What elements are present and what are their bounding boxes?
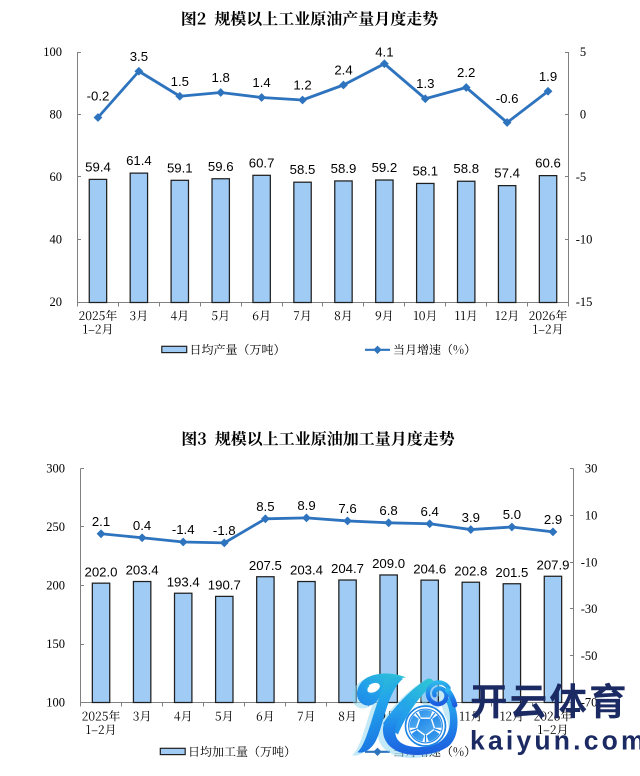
svg-text:-0.2: -0.2 (87, 89, 110, 104)
svg-text:100: 100 (46, 696, 65, 710)
svg-text:3.5: 3.5 (130, 49, 148, 64)
svg-text:202.0: 202.0 (84, 564, 117, 579)
svg-text:1.2: 1.2 (293, 78, 311, 93)
svg-text:-10: -10 (581, 555, 598, 569)
svg-text:80: 80 (50, 108, 63, 122)
svg-text:190.7: 190.7 (208, 578, 241, 593)
svg-text:kaiyun.com: kaiyun.com (470, 726, 640, 756)
svg-text:1.8: 1.8 (212, 70, 230, 85)
svg-text:2.1: 2.1 (92, 514, 110, 529)
svg-text:2.2: 2.2 (457, 65, 475, 80)
svg-text:60: 60 (50, 170, 63, 184)
svg-text:20: 20 (50, 295, 63, 309)
svg-text:5.0: 5.0 (503, 507, 521, 522)
svg-text:10: 10 (585, 509, 598, 523)
svg-text:100: 100 (43, 45, 62, 59)
svg-text:-1.8: -1.8 (213, 523, 236, 538)
svg-text:40: 40 (50, 233, 63, 247)
svg-text:204.7: 204.7 (331, 561, 364, 576)
svg-text:-5: -5 (576, 170, 586, 184)
svg-text:59.6: 59.6 (208, 159, 234, 174)
svg-text:6.4: 6.4 (421, 504, 439, 519)
svg-text:200: 200 (46, 579, 65, 593)
svg-text:6.8: 6.8 (379, 503, 397, 518)
svg-text:5: 5 (580, 45, 586, 59)
svg-text:207.9: 207.9 (536, 558, 569, 573)
svg-text:59.1: 59.1 (167, 160, 193, 175)
svg-text:209.0: 209.0 (372, 556, 405, 571)
svg-text:201.5: 201.5 (495, 565, 528, 580)
svg-text:60.7: 60.7 (249, 155, 275, 170)
svg-text:60.6: 60.6 (535, 156, 561, 171)
svg-text:30: 30 (585, 462, 598, 476)
svg-text:7.6: 7.6 (338, 501, 356, 516)
svg-text:57.4: 57.4 (494, 166, 520, 181)
svg-text:203.4: 203.4 (126, 563, 159, 578)
svg-text:58.5: 58.5 (290, 162, 316, 177)
svg-text:1.4: 1.4 (252, 75, 270, 90)
svg-text:-50: -50 (581, 649, 598, 663)
svg-text:-1.4: -1.4 (172, 522, 195, 537)
svg-text:2.9: 2.9 (544, 512, 562, 527)
svg-text:61.4: 61.4 (126, 153, 152, 168)
svg-text:-15: -15 (576, 295, 593, 309)
svg-text:203.4: 203.4 (290, 563, 323, 578)
svg-text:8.5: 8.5 (256, 499, 274, 514)
svg-text:8.9: 8.9 (297, 498, 315, 513)
svg-text:193.4: 193.4 (167, 574, 200, 589)
svg-text:202.8: 202.8 (454, 563, 487, 578)
svg-text:-0.6: -0.6 (496, 91, 519, 106)
svg-text:300: 300 (46, 462, 65, 476)
svg-text:0.4: 0.4 (133, 518, 151, 533)
svg-text:58.9: 58.9 (331, 161, 357, 176)
svg-text:207.5: 207.5 (249, 558, 282, 573)
svg-text:150: 150 (46, 637, 65, 651)
svg-text:59.4: 59.4 (85, 159, 111, 174)
svg-text:250: 250 (46, 520, 65, 534)
svg-text:1.5: 1.5 (171, 74, 189, 89)
svg-text:3.9: 3.9 (462, 510, 480, 525)
svg-text:-70: -70 (581, 696, 598, 710)
svg-text:58.8: 58.8 (453, 161, 479, 176)
svg-text:2.4: 2.4 (334, 63, 352, 78)
svg-text:-30: -30 (581, 602, 598, 616)
svg-text:4.1: 4.1 (375, 44, 393, 59)
svg-text:0: 0 (580, 108, 586, 122)
svg-text:1.9: 1.9 (539, 69, 557, 84)
svg-text:204.6: 204.6 (413, 561, 446, 576)
svg-text:59.2: 59.2 (372, 160, 398, 175)
svg-text:1.3: 1.3 (416, 76, 434, 91)
svg-text:-10: -10 (576, 233, 593, 247)
svg-text:58.1: 58.1 (412, 163, 438, 178)
